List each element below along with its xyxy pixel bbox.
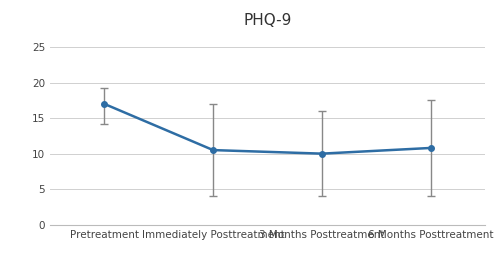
Title: PHQ-9: PHQ-9 [244, 13, 292, 28]
